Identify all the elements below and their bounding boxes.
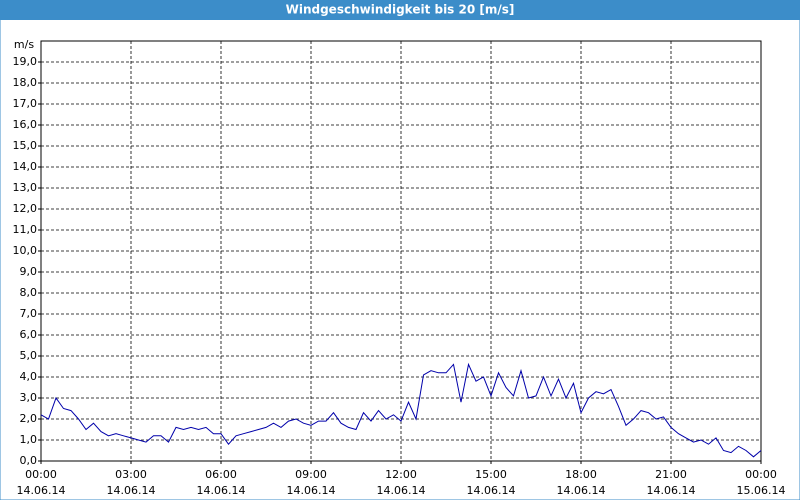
x-tick-date: 14.06.14: [557, 484, 606, 497]
x-tick-label: 21:00: [655, 468, 687, 481]
x-tick-date: 14.06.14: [17, 484, 66, 497]
x-tick-label: 15:00: [475, 468, 507, 481]
wind-line: [40, 362, 762, 458]
y-tick-label: 14,0: [13, 160, 38, 173]
plot: 0,0 1,0 2,0 3,0 4,0 5,0 6,0 7,0 8,0 9,0 10,0 11,0 12…: [13, 40, 786, 497]
y-tick-label: 3,0: [20, 391, 38, 404]
x-tick-date: 14.06.14: [467, 484, 516, 497]
y-tick-label: 12,0: [13, 202, 38, 215]
chart-title: Windgeschwindigkeit bis 20 [m/s]: [286, 3, 515, 17]
y-tick-label: 11,0: [13, 223, 38, 236]
y-tick-label: 0,0: [20, 454, 38, 467]
x-tick-date: 14.06.14: [287, 484, 336, 497]
y-tick-label: 19,0: [13, 55, 38, 68]
x-tick-date: 14.06.14: [647, 484, 696, 497]
x-tick-date: 14.06.14: [197, 484, 246, 497]
y-tick-label: 9,0: [20, 265, 38, 278]
x-tick-label: 00:00: [25, 468, 57, 481]
y-tick-label: 10,0: [13, 244, 38, 257]
x-tick-label: 03:00: [115, 468, 147, 481]
x-tick-label: 00:00: [745, 468, 777, 481]
y-tick-label: 6,0: [20, 328, 38, 341]
y-tick-label: 17,0: [13, 97, 38, 110]
y-tick-label: 7,0: [20, 307, 38, 320]
y-tick-label: 2,0: [20, 412, 38, 425]
x-tick-date: 15.06.14: [737, 484, 786, 497]
y-axis-label: m/s: [14, 38, 34, 51]
y-tick-label: 5,0: [20, 349, 38, 362]
y-tick-label: 1,0: [20, 433, 38, 446]
x-tick-date: 14.06.14: [107, 484, 156, 497]
x-tick-label: 09:00: [295, 468, 327, 481]
x-tick-date: 14.06.14: [377, 484, 426, 497]
x-tick-label: 18:00: [565, 468, 597, 481]
x-tick-label: 06:00: [205, 468, 237, 481]
y-tick-label: 18,0: [13, 76, 38, 89]
y-tick-label: 16,0: [13, 118, 38, 131]
title-bar: [0, 0, 800, 20]
y-tick-label: 4,0: [20, 370, 38, 383]
x-tick-label: 12:00: [385, 468, 417, 481]
y-tick-label: 13,0: [13, 181, 38, 194]
y-tick-label: 8,0: [20, 286, 38, 299]
plot-frame: [40, 40, 762, 462]
y-tick-label: 15,0: [13, 139, 38, 152]
